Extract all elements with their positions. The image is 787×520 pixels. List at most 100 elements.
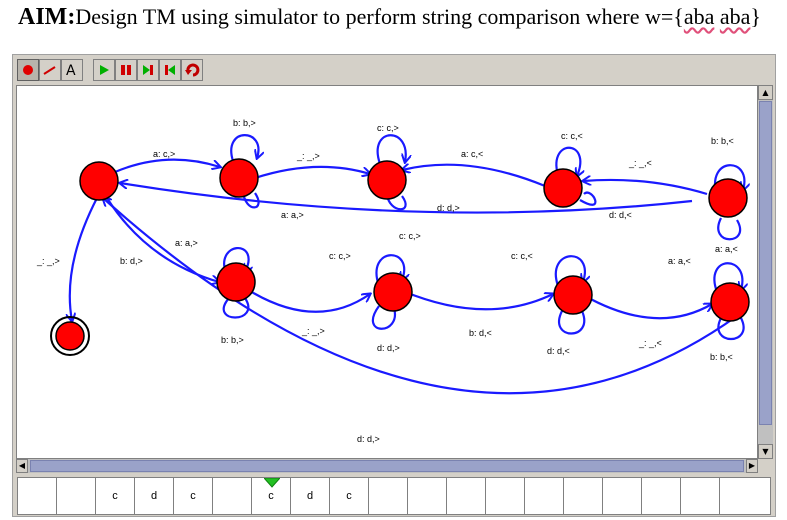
svg-text:A: A — [66, 63, 76, 78]
play-button[interactable] — [93, 59, 115, 81]
state-q6 — [373, 272, 413, 312]
pause-icon — [121, 65, 131, 75]
loop-q8-top — [713, 262, 742, 292]
diagram-canvas[interactable]: a: c,> b: b,> _: _,> c: c,> a: c,< c: c,… — [16, 85, 758, 459]
tape-cell: c — [96, 478, 135, 514]
state-halt — [55, 321, 85, 351]
step-forward-icon — [143, 65, 153, 75]
scroll-left-button[interactable]: ◀ — [16, 459, 28, 473]
state-q3 — [543, 168, 583, 208]
state-diagram: a: c,> b: b,> _: _,> c: c,> a: c,< c: c,… — [36, 118, 758, 444]
state-q4 — [708, 178, 748, 218]
play-icon — [100, 65, 109, 75]
state-tool-button[interactable] — [17, 59, 39, 81]
label-q4-loop-top: b: b,< — [711, 136, 734, 146]
state-q8 — [710, 282, 750, 322]
state-q7 — [553, 275, 593, 315]
aim-label: AIM: — [18, 4, 76, 30]
vertical-scrollbar[interactable]: ▲ ▼ — [758, 85, 773, 459]
edge-q8-q0 — [103, 198, 738, 395]
label-q6-q7: b: d,< — [469, 328, 492, 338]
pause-button[interactable] — [115, 59, 137, 81]
label-q4-q0: c: c,> — [399, 231, 421, 241]
loop-q3-bottom — [579, 191, 597, 206]
edge-q6-q7 — [402, 289, 553, 311]
text-tool-button[interactable]: A — [61, 59, 83, 81]
label-q2-loop-bottom: d: d,> — [437, 203, 460, 213]
label-q5-loop: b: b,> — [221, 335, 244, 345]
step-forward-button[interactable] — [137, 59, 159, 81]
loop-q3-top — [555, 146, 580, 178]
edge-q3-q2 — [402, 165, 546, 188]
label-q0-q1: a: c,> — [153, 149, 175, 159]
edge-q7-q8 — [584, 295, 712, 320]
tape-cell — [720, 478, 759, 514]
toolbar: A — [13, 55, 775, 85]
step-back-button[interactable] — [159, 59, 181, 81]
aim-title: AIM:Design TM using simulator to perform… — [18, 4, 761, 31]
tape-cell — [57, 478, 96, 514]
tape-cell — [408, 478, 447, 514]
scroll-right-button[interactable]: ▶ — [746, 459, 758, 473]
tape-cell — [213, 478, 252, 514]
tape-cell — [642, 478, 681, 514]
tape-cell — [525, 478, 564, 514]
label-q0-halt: _: _,> — [36, 256, 60, 266]
loop-q5-top — [223, 247, 248, 277]
circle-icon — [23, 65, 33, 75]
label-q1-q2: _: _,> — [296, 151, 320, 161]
state-q1 — [219, 158, 259, 198]
loop-q5-bottom — [222, 297, 250, 319]
loop-q2-top — [376, 134, 406, 164]
reset-icon — [185, 63, 200, 77]
label-q3-q2: a: c,< — [461, 149, 483, 159]
label-q8-q0: d: d,> — [357, 434, 380, 444]
tape-cell: c — [252, 478, 291, 514]
scroll-up-button[interactable]: ▲ — [758, 85, 773, 100]
label-q7-loop-top: c: c,< — [511, 251, 533, 261]
loop-q6-top — [375, 254, 405, 287]
tape-cell — [564, 478, 603, 514]
tape-cell: c — [330, 478, 369, 514]
tape-cell: c — [174, 478, 213, 514]
label-q7-loop-bottom: d: d,< — [547, 346, 570, 356]
label-q6-loop-bottom: d: d,> — [377, 343, 400, 353]
label-q3-loop-bottom: d: d,< — [609, 210, 632, 220]
label-q2-loop: c: c,> — [377, 123, 399, 133]
reset-button[interactable] — [181, 59, 203, 81]
text-icon: A — [66, 63, 76, 78]
label-q7-q8: _: _,< — [638, 338, 662, 348]
loop-q7-bottom — [558, 310, 586, 335]
edge-q0-q1 — [114, 158, 220, 174]
tape-cell — [681, 478, 720, 514]
arrow-icon — [43, 66, 56, 75]
loop-q1-top — [230, 134, 258, 162]
horizontal-scrollbar[interactable]: ◀ ▶ — [16, 459, 758, 473]
edge-q0-halt — [70, 197, 98, 321]
label-q1-loop-bottom: a: a,> — [281, 210, 304, 220]
tape-cell — [603, 478, 642, 514]
label-q0-q5: a: a,> — [175, 238, 198, 248]
aim-close-brace: } — [750, 4, 761, 29]
label-q1-loop: b: b,> — [233, 118, 256, 128]
horizontal-scroll-thumb[interactable] — [30, 460, 744, 472]
vertical-scroll-thumb[interactable] — [759, 101, 772, 425]
transition-tool-button[interactable] — [39, 59, 61, 81]
tape-cell — [18, 478, 57, 514]
tape-head-icon — [263, 478, 280, 488]
label-q4-q3: _: _,< — [628, 158, 652, 168]
word-1: aba — [683, 4, 715, 29]
tape-cell: d — [291, 478, 330, 514]
state-q2 — [367, 160, 407, 200]
label-q8-q0-start: b: d,> — [120, 256, 143, 266]
state-halt-outer — [50, 316, 90, 356]
loop-q7-top — [554, 255, 585, 287]
tape-cell: d — [135, 478, 174, 514]
tape-cell — [447, 478, 486, 514]
edge-q5-q6 — [249, 290, 370, 313]
label-q4-loop-bottom: a: a,< — [715, 244, 738, 254]
loop-q8-bottom — [717, 317, 745, 340]
loop-q6-bottom — [371, 305, 397, 330]
scroll-down-button[interactable]: ▼ — [758, 444, 773, 459]
